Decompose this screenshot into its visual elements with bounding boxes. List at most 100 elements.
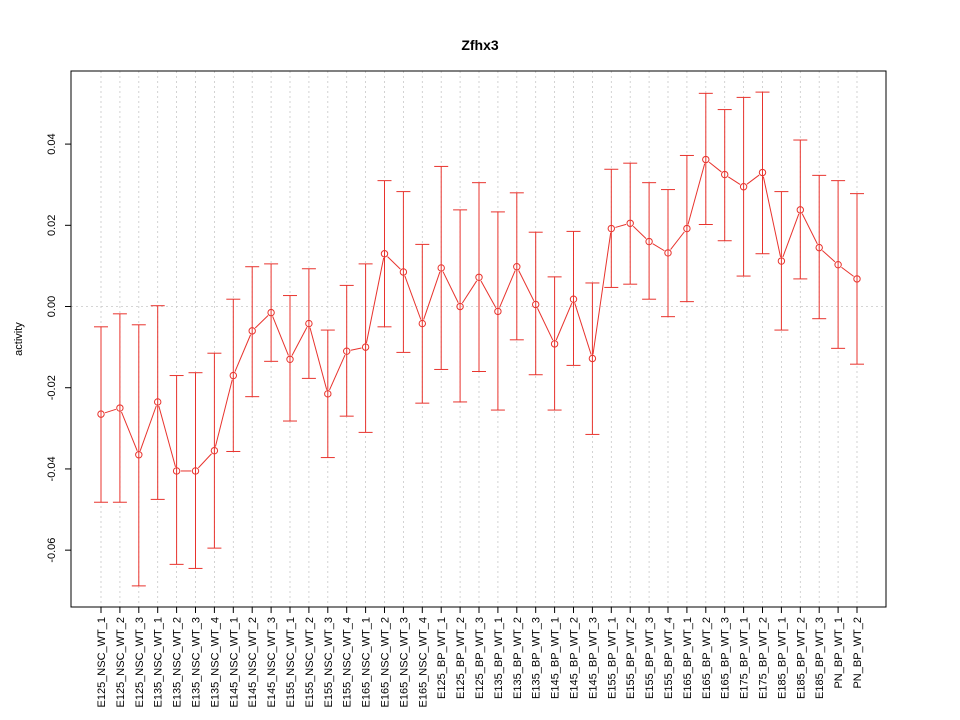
data-point <box>853 275 861 283</box>
series-line-segment <box>461 280 478 304</box>
data-point <box>664 249 672 257</box>
x-axis: E125_NSC_WT_1 E125_NSC_WT_2 E125_NSC_WT_3 E… <box>96 607 864 708</box>
data-point <box>437 264 445 272</box>
y-axis-label: activity <box>13 322 25 356</box>
x-tick-label: E145_BP_WT_1 <box>550 617 562 699</box>
x-tick-label: E125_NSC_WT_2 <box>115 617 127 708</box>
data-point <box>796 206 804 214</box>
series-line-segment <box>727 176 741 185</box>
series-line-segment <box>687 163 706 225</box>
data-point <box>286 355 294 364</box>
x-tick-label: E185_BP_WT_2 <box>795 617 807 699</box>
data-point <box>97 410 105 418</box>
series-line-segment <box>518 270 535 301</box>
series-line-segment <box>632 225 647 239</box>
y-tick-label: -0.02 <box>46 375 58 400</box>
series-line-segment <box>254 315 269 329</box>
data-point <box>399 268 408 276</box>
y-tick-label: 0.00 <box>46 296 58 317</box>
x-tick-label: E145_NSC_WT_2 <box>247 617 259 708</box>
x-tick-label: E175_BP_WT_1 <box>739 617 751 699</box>
x-tick-label: E125_NSC_WT_3 <box>134 617 146 708</box>
x-tick-label: E125_BP_WT_2 <box>455 617 467 699</box>
x-tick-label: E145_BP_WT_2 <box>569 617 581 699</box>
data-point <box>154 398 162 406</box>
series-line-segment <box>291 327 308 356</box>
series-line-segment <box>139 405 157 451</box>
data-point <box>418 319 426 328</box>
x-tick-label: E155_NSC_WT_1 <box>285 617 297 708</box>
series-line-segment <box>329 354 346 391</box>
x-tick-label: E165_NSC_WT_4 <box>417 617 429 708</box>
y-tick-label: -0.06 <box>46 538 58 563</box>
series-line-segment <box>272 316 289 356</box>
y-tick-label: 0.02 <box>46 215 58 236</box>
data-point <box>116 404 124 412</box>
series-line-segment <box>365 257 385 344</box>
x-tick-label: E135_BP_WT_3 <box>531 617 543 699</box>
x-tick-label: E145_NSC_WT_3 <box>266 617 278 708</box>
x-tick-label: E175_BP_WT_2 <box>758 617 770 699</box>
series-line-segment <box>104 408 117 414</box>
data-point <box>532 300 540 309</box>
series-line-segment <box>350 347 362 351</box>
data-point <box>758 168 767 177</box>
data-point <box>645 237 653 246</box>
x-tick-label: E135_BP_WT_1 <box>493 617 505 699</box>
series-line-segment <box>762 176 782 258</box>
data-point <box>456 302 464 311</box>
data-point <box>702 155 710 164</box>
chart-title: Zfhx3 <box>461 37 499 53</box>
series-activity <box>94 91 864 587</box>
data-point <box>721 170 729 179</box>
x-tick-label: E145_NSC_WT_1 <box>228 617 240 708</box>
x-tick-label: E185_BP_WT_3 <box>814 617 826 699</box>
x-tick-label: E135_NSC_WT_3 <box>191 617 203 708</box>
x-tick-label: E155_NSC_WT_3 <box>323 617 335 708</box>
data-point <box>361 343 370 351</box>
series-line-segment <box>615 223 627 228</box>
series-line-segment <box>821 250 836 263</box>
data-point <box>475 273 483 281</box>
series-line-segment <box>423 271 441 320</box>
series-line-segment <box>574 303 592 355</box>
x-tick-label: E135_NSC_WT_4 <box>209 617 221 708</box>
series-line-segment <box>234 334 252 372</box>
data-point <box>135 451 143 459</box>
data-point <box>191 467 200 475</box>
data-point <box>229 371 238 380</box>
x-tick-label: E165_NSC_WT_2 <box>380 617 392 708</box>
series-line-segment <box>708 161 722 173</box>
x-tick-label: E155_NSC_WT_4 <box>342 617 354 708</box>
data-point <box>210 446 219 455</box>
data-point <box>324 390 332 398</box>
data-point <box>739 183 748 191</box>
x-tick-label: E155_BP_WT_3 <box>644 617 656 699</box>
series-line-segment <box>442 271 459 303</box>
x-tick-label: PN_BP_WT_2 <box>852 617 864 689</box>
series-line-segment <box>214 379 233 447</box>
series-line-segment <box>197 453 212 469</box>
x-tick-label: E125_NSC_WT_1 <box>96 617 108 708</box>
series-line-segment <box>309 327 328 390</box>
data-point <box>550 340 559 348</box>
x-tick-label: E165_NSC_WT_1 <box>361 617 373 708</box>
data-point <box>513 263 521 271</box>
x-tick-label: E125_BP_WT_1 <box>436 617 448 699</box>
data-point <box>683 224 691 233</box>
data-point <box>834 260 842 269</box>
x-tick-label: E165_BP_WT_3 <box>720 617 732 699</box>
data-point <box>380 250 389 258</box>
series-line-segment <box>801 213 818 245</box>
series-line-segment <box>158 405 176 468</box>
data-point <box>343 347 351 355</box>
grid <box>71 71 886 607</box>
data-point <box>815 243 823 252</box>
data-point <box>248 327 256 335</box>
series-line-segment <box>404 275 422 320</box>
y-tick-label: -0.04 <box>46 456 58 481</box>
x-tick-label: E185_BP_WT_1 <box>776 617 788 699</box>
data-point <box>569 295 578 303</box>
series-line-segment <box>537 308 554 341</box>
